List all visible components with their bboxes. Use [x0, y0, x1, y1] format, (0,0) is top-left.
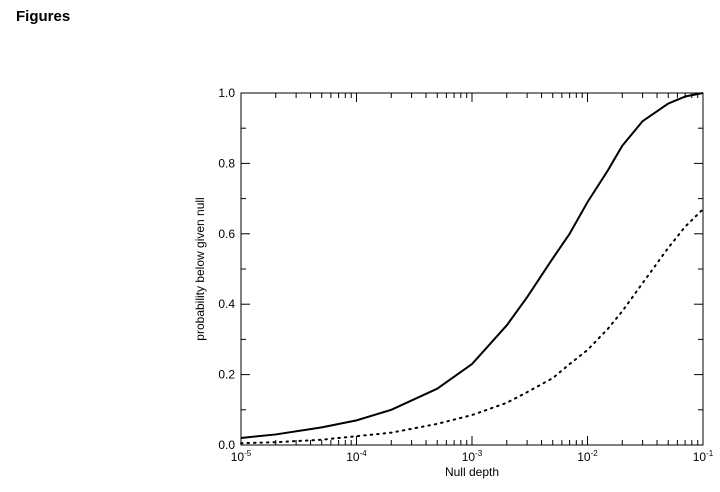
x-tick-label: 10-1: [693, 449, 714, 464]
y-tick-label: 1.0: [218, 86, 235, 100]
series-solid-line: [240, 92, 704, 439]
y-tick-label: 0.4: [218, 297, 235, 311]
y-tick-label: 0.8: [218, 156, 235, 170]
y-axis-title: probability below given null: [193, 197, 207, 340]
series-dotted-line: [240, 208, 704, 445]
x-tick-label: 10-2: [577, 449, 598, 464]
ticks-layer: [240, 92, 704, 446]
labels-layer: 10-5 10-4 10-3 10-2 10-1 0.0 0.2 0.4 0.6 0.8 1.0: [218, 86, 713, 464]
y-tick-label: 0.0: [218, 438, 235, 452]
y-tick-label: 0.6: [218, 227, 235, 241]
x-axis-title: Null depth: [445, 465, 499, 479]
series-layer: [240, 92, 704, 445]
plot-frame: [240, 92, 704, 446]
x-tick-label: 10-4: [346, 449, 367, 464]
x-tick-label: 10-5: [231, 449, 252, 464]
x-tick-label: 10-3: [462, 449, 483, 464]
y-tick-label: 0.2: [218, 368, 235, 382]
page-heading: Figures: [16, 8, 71, 25]
